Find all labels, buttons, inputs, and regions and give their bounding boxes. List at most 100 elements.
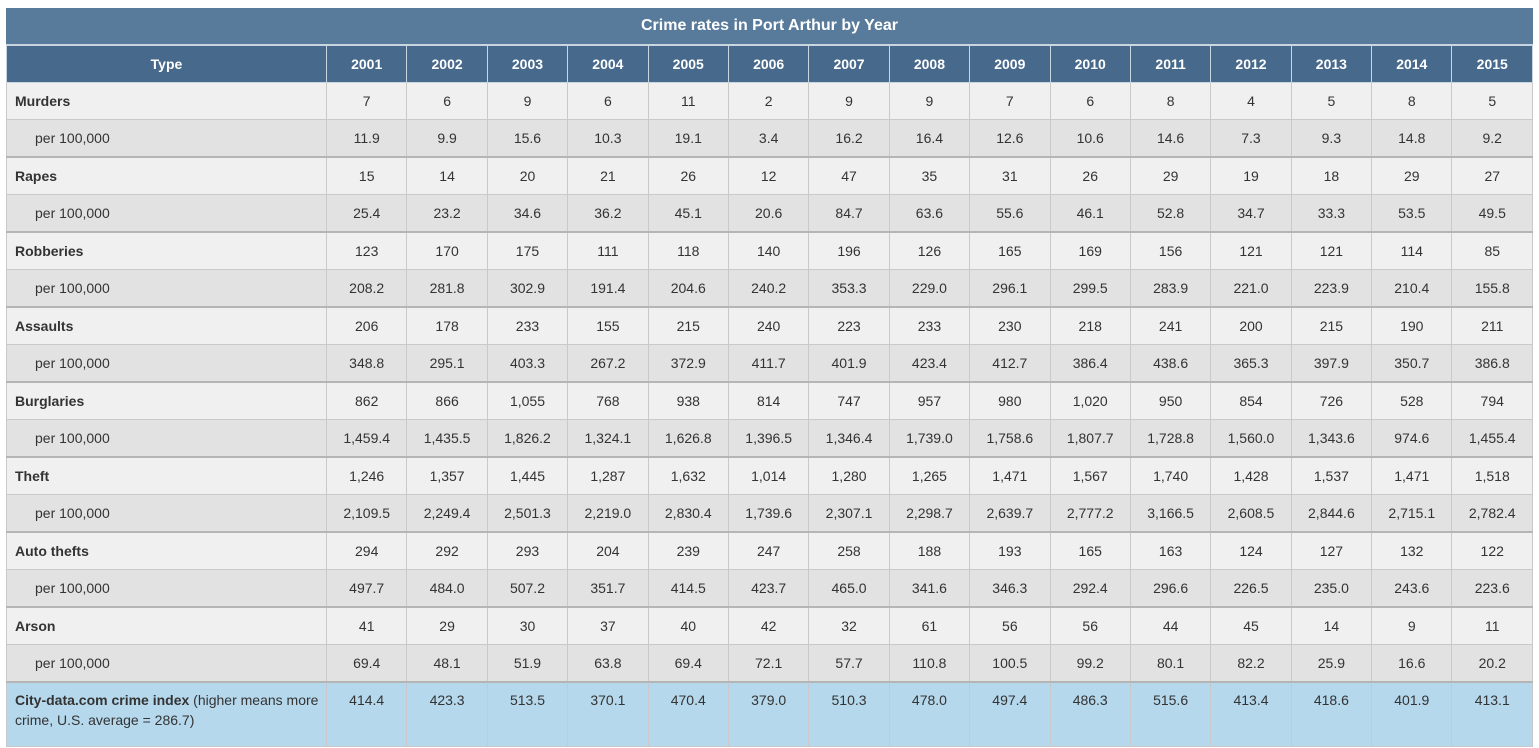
count-cell: 29 [1129,156,1212,195]
rate-cell: 69.4 [647,644,729,683]
rate-label: per 100,000 [6,269,327,308]
rate-cell: 1,324.1 [567,419,649,458]
count-cell: 19 [1210,156,1292,195]
rate-cell: 3.4 [727,119,810,158]
rate-cell: 397.9 [1290,344,1373,383]
count-cell: 240 [727,306,810,345]
rate-cell: 1,758.6 [969,419,1051,458]
rate-cell: 2,777.2 [1049,494,1131,533]
rate-cell: 1,739.6 [727,494,810,533]
count-cell: 1,537 [1290,456,1373,495]
rate-cell: 53.5 [1371,194,1453,233]
year-column-header: 2012 [1210,45,1292,83]
count-cell: 1,246 [325,456,408,495]
rate-cell: 438.6 [1129,344,1212,383]
count-cell: 123 [325,231,408,270]
year-column-header: 2013 [1290,45,1373,83]
year-column-header: 2015 [1451,45,1533,83]
count-cell: 1,265 [888,456,971,495]
rate-cell: 1,459.4 [325,419,408,458]
count-cell: 211 [1451,306,1533,345]
rate-cell: 84.7 [808,194,890,233]
count-cell: 14 [406,156,488,195]
type-column-header: Type [6,45,327,83]
count-cell: 190 [1371,306,1453,345]
rate-cell: 10.3 [567,119,649,158]
table-title: Crime rates in Port Arthur by Year [6,8,1533,45]
rate-cell: 2,249.4 [406,494,488,533]
rate-cell: 267.2 [567,344,649,383]
crime-rate-row: per 100,000 497.7 484.0 507.2 351.7 414.5 423.… [6,569,1533,608]
count-cell: 1,280 [808,456,890,495]
rate-cell: 208.2 [325,269,408,308]
crime-index-label-note: (higher means more crime, U.S. average =… [15,692,319,728]
count-cell: 30 [486,606,569,645]
count-cell: 7 [325,82,408,120]
rate-cell: 9.2 [1451,119,1533,158]
rate-cell: 110.8 [888,644,971,683]
count-cell: 26 [647,156,729,195]
count-cell: 45 [1210,606,1292,645]
year-column-header: 2010 [1049,45,1131,83]
count-cell: 132 [1371,531,1453,570]
count-cell: 2 [727,82,810,120]
count-cell: 1,287 [567,456,649,495]
rate-cell: 20.6 [727,194,810,233]
rate-cell: 283.9 [1129,269,1212,308]
count-cell: 27 [1451,156,1533,195]
rate-cell: 2,782.4 [1451,494,1533,533]
crime-rates-table-container: Crime rates in Port Arthur by Year Type … [6,8,1533,747]
count-cell: 9 [1371,606,1453,645]
count-cell: 9 [888,82,971,120]
rate-cell: 497.7 [325,569,408,608]
rate-cell: 16.2 [808,119,890,158]
count-cell: 26 [1049,156,1131,195]
crime-index-row: City-data.com crime index (higher means … [6,681,1533,747]
crime-index-cell: 478.0 [888,681,971,747]
rate-cell: 412.7 [969,344,1051,383]
rate-cell: 302.9 [486,269,569,308]
rate-cell: 281.8 [406,269,488,308]
year-column-header: 2009 [969,45,1051,83]
rate-cell: 1,343.6 [1290,419,1373,458]
count-cell: 239 [647,531,729,570]
crime-count-row: Murders 7 6 9 6 11 2 9 9 7 6 8 4 5 8 5 [6,82,1533,120]
count-cell: 20 [486,156,569,195]
crime-rate-row: per 100,000 25.4 23.2 34.6 36.2 45.1 20.6 84.7 6… [6,194,1533,233]
rate-cell: 243.6 [1371,569,1453,608]
rate-cell: 57.7 [808,644,890,683]
count-cell: 14 [1290,606,1373,645]
rate-cell: 423.4 [888,344,971,383]
year-column-header: 2002 [406,45,488,83]
count-cell: 126 [888,231,971,270]
count-cell: 21 [567,156,649,195]
count-cell: 233 [888,306,971,345]
count-cell: 178 [406,306,488,345]
count-cell: 8 [1371,82,1453,120]
rate-cell: 226.5 [1210,569,1292,608]
crime-index-label-bold: City-data.com crime index [15,692,190,708]
count-cell: 957 [888,381,971,420]
crime-index-cell: 418.6 [1290,681,1373,747]
rate-cell: 299.5 [1049,269,1131,308]
count-cell: 127 [1290,531,1373,570]
rate-cell: 48.1 [406,644,488,683]
count-cell: 4 [1210,82,1292,120]
crime-count-row: Rapes 15 14 20 21 26 12 47 35 31 26 29 19 18 29 27 [6,156,1533,195]
rate-label: per 100,000 [6,194,327,233]
count-cell: 866 [406,381,488,420]
rate-cell: 2,844.6 [1290,494,1373,533]
count-cell: 170 [406,231,488,270]
rate-cell: 82.2 [1210,644,1292,683]
count-cell: 29 [406,606,488,645]
rate-label: per 100,000 [6,419,327,458]
count-cell: 1,428 [1210,456,1292,495]
count-cell: 5 [1451,82,1533,120]
count-cell: 47 [808,156,890,195]
rate-cell: 11.9 [325,119,408,158]
crime-count-row: Burglaries 862 866 1,055 768 938 814 747 957 980 1… [6,381,1533,420]
count-cell: 6 [406,82,488,120]
rate-cell: 2,608.5 [1210,494,1292,533]
count-cell: 726 [1290,381,1373,420]
count-cell: 204 [567,531,649,570]
